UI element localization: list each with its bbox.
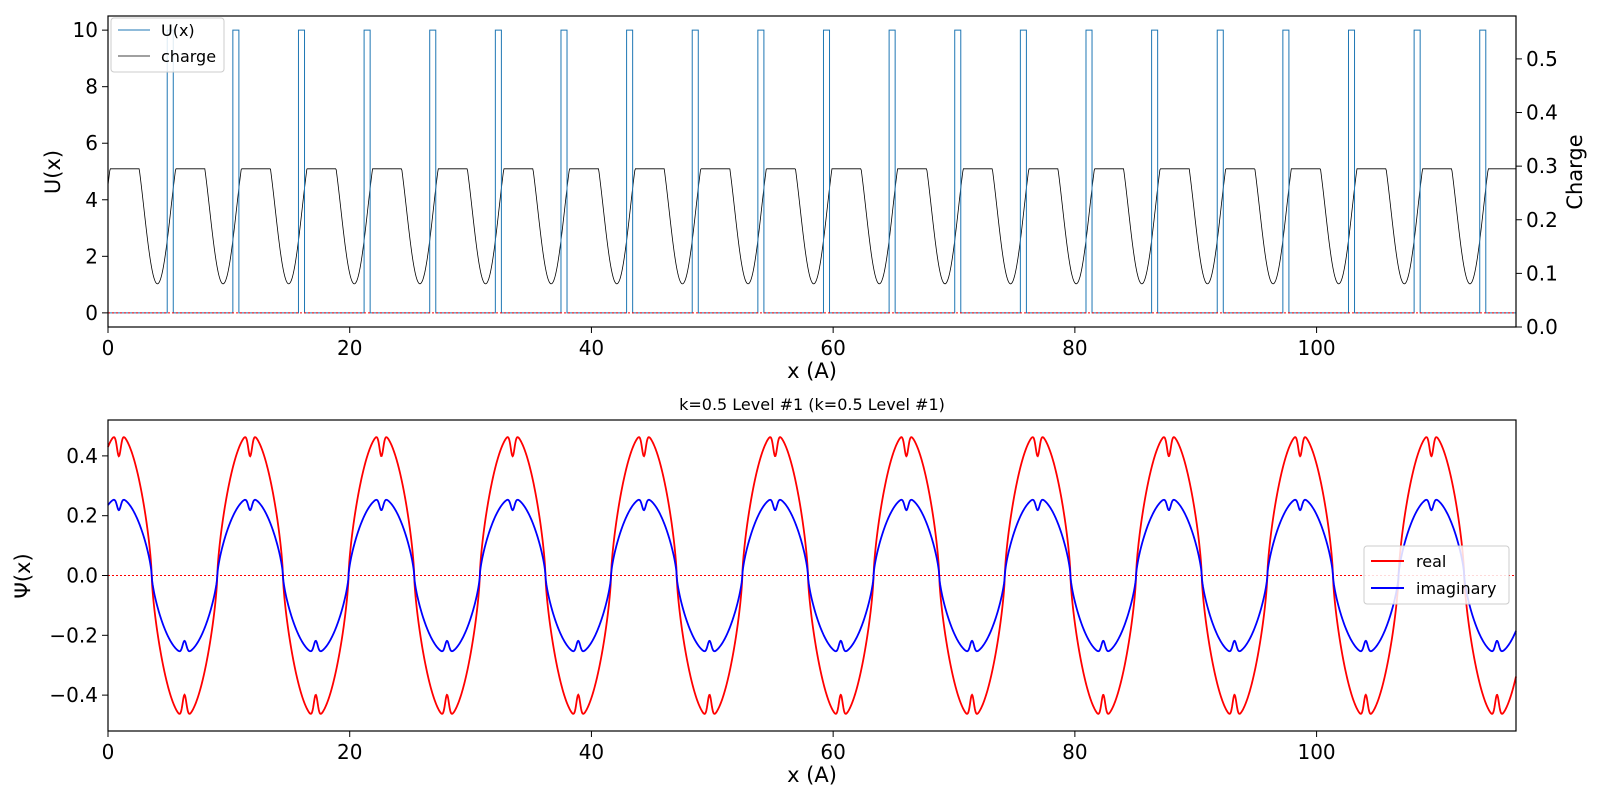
top-y-right-tick-label: 0.0 [1526, 315, 1558, 339]
legend-label-real: real [1416, 552, 1446, 571]
bottom-y-tick-label: 0.2 [66, 504, 98, 528]
bottom-x-tick-label: 20 [337, 740, 362, 764]
top-y-ticks: 0 2 4 6 8 10 [73, 18, 108, 325]
top-y-tick-label: 0 [85, 301, 98, 325]
bottom-y-axis-label: Ψ(x) [11, 553, 35, 598]
top-y-right-tick-label: 0.3 [1526, 154, 1558, 178]
bottom-x-ticks: 0 20 40 60 80 100 [102, 731, 1336, 764]
imaginary-line [107, 498, 1517, 653]
top-y-tick-label: 6 [85, 131, 98, 155]
bottom-x-tick-label: 100 [1297, 740, 1335, 764]
top-legend: U(x) charge [110, 17, 225, 73]
bottom-y-tick-label: 0.4 [66, 444, 98, 468]
top-x-tick-label: 40 [579, 336, 604, 360]
top-y-right-tick-label: 0.2 [1526, 208, 1558, 232]
bottom-legend: real imaginary [1363, 545, 1510, 605]
bottom-x-tick-label: 60 [820, 740, 845, 764]
top-right-y-axis-label: Charge [1563, 134, 1587, 209]
top-x-tick-label: 20 [337, 336, 362, 360]
legend-label-u: U(x) [161, 21, 195, 40]
top-x-tick-label: 80 [1062, 336, 1087, 360]
top-y-tick-label: 8 [85, 75, 98, 99]
bottom-series-group [107, 436, 1517, 715]
top-x-tick-label: 0 [102, 336, 115, 360]
top-y-tick-label: 4 [85, 188, 98, 212]
top-x-tick-label: 60 [820, 336, 845, 360]
top-y-right-tick-label: 0.5 [1526, 47, 1558, 71]
bottom-x-tick-label: 40 [579, 740, 604, 764]
top-x-ticks: 0 20 40 60 80 100 [102, 327, 1336, 360]
u-line [108, 29, 1516, 314]
top-y-right-tick-label: 0.1 [1526, 261, 1558, 285]
bottom-y-tick-label: −0.2 [49, 623, 98, 647]
charge-line [107, 168, 1516, 285]
legend-label-imaginary: imaginary [1416, 579, 1496, 598]
top-series-group [107, 29, 1516, 314]
bottom-y-tick-label: 0.0 [66, 564, 98, 588]
bottom-plot: k=0.5 Level #1 (k=0.5 Level #1) 0 20 40 60 8… [11, 395, 1517, 787]
real-line [107, 436, 1517, 715]
top-x-tick-label: 100 [1297, 336, 1335, 360]
legend-label-charge: charge [161, 47, 216, 66]
bottom-y-ticks: −0.4 −0.2 0.0 0.2 0.4 [49, 444, 108, 707]
top-y-ticks-right: 0.0 0.1 0.2 0.3 0.4 0.5 [1516, 47, 1558, 339]
top-plot-frame [107, 15, 1517, 328]
top-y-tick-label: 10 [73, 18, 98, 42]
top-y-axis-label: U(x) [41, 150, 65, 194]
bottom-y-tick-label: −0.4 [49, 683, 98, 707]
top-y-tick-label: 2 [85, 244, 98, 268]
top-x-axis-label: x (A) [787, 359, 837, 383]
bottom-x-tick-label: 0 [102, 740, 115, 764]
bottom-plot-title: k=0.5 Level #1 (k=0.5 Level #1) [679, 395, 945, 414]
top-legend-box [110, 17, 225, 73]
top-y-right-tick-label: 0.4 [1526, 101, 1558, 125]
bottom-x-axis-label: x (A) [787, 763, 837, 787]
bottom-x-tick-label: 80 [1062, 740, 1087, 764]
